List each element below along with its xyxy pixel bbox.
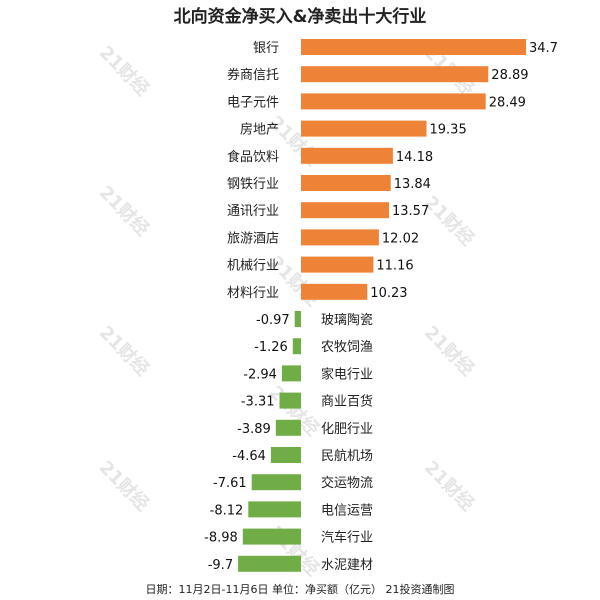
value-label: -8.98 bbox=[204, 531, 238, 546]
bar-19 bbox=[238, 555, 301, 572]
category-label: 民航机场 bbox=[321, 448, 373, 464]
category-label: 钢铁行业 bbox=[227, 177, 279, 192]
value-label: -0.97 bbox=[256, 313, 290, 328]
category-label: 电信运营 bbox=[321, 503, 373, 518]
value-label: -7.61 bbox=[213, 476, 247, 491]
category-label: 食品饮料 bbox=[227, 149, 279, 165]
watermark-text: 21财经 bbox=[95, 181, 154, 240]
category-label: 玻璃陶瓷 bbox=[321, 312, 373, 328]
bar-9 bbox=[301, 283, 368, 300]
value-label: 12.02 bbox=[382, 231, 419, 246]
bar-8 bbox=[301, 256, 374, 273]
bar-3 bbox=[301, 120, 427, 137]
category-label: 房地产 bbox=[240, 122, 279, 138]
value-label: 19.35 bbox=[430, 123, 467, 138]
bar-18 bbox=[242, 528, 301, 545]
category-label: 交运物流 bbox=[321, 475, 373, 491]
bar-2 bbox=[301, 93, 486, 110]
category-label: 券商信托 bbox=[227, 67, 279, 83]
watermark-text: 21财经 bbox=[420, 456, 479, 515]
bar-7 bbox=[301, 229, 379, 246]
value-label: -3.31 bbox=[241, 395, 275, 410]
value-label: 10.23 bbox=[370, 286, 407, 301]
category-label: 材料行业 bbox=[227, 286, 279, 301]
category-label: 旅游酒店 bbox=[227, 231, 279, 246]
value-label: -8.12 bbox=[210, 503, 244, 518]
value-label: 14.18 bbox=[396, 150, 433, 165]
chart-footer: 日期：11月2日-11月6日 单位：净买额（亿元） 21投资通制图 bbox=[146, 582, 455, 596]
bar-10 bbox=[294, 311, 301, 327]
bar-1 bbox=[301, 66, 489, 83]
bars-layer bbox=[238, 39, 526, 572]
labels-layer: 银行 34.7 券商信托 28.89 电子元件 28.49 房地产 19.35 食品饮料 14.1… bbox=[204, 41, 558, 573]
category-label: 银行 bbox=[253, 41, 279, 56]
value-label: 28.89 bbox=[491, 68, 528, 83]
value-label: 13.84 bbox=[394, 177, 431, 192]
bar-16 bbox=[251, 474, 301, 491]
bar-14 bbox=[275, 419, 301, 436]
value-label: 13.57 bbox=[392, 204, 429, 219]
category-label: 机械行业 bbox=[227, 259, 279, 274]
category-label: 汽车行业 bbox=[321, 530, 373, 546]
category-label: 农牧饲渔 bbox=[321, 340, 373, 355]
value-label: 28.49 bbox=[489, 95, 526, 110]
watermark-text: 21财经 bbox=[95, 41, 154, 100]
chart-title: 北向资金净买入&净卖出十大行业 bbox=[174, 6, 427, 27]
bar-0 bbox=[301, 39, 526, 55]
bar-6 bbox=[301, 202, 389, 219]
watermark-text: 21财经 bbox=[95, 456, 154, 515]
category-label: 水泥建材 bbox=[321, 558, 373, 573]
bar-13 bbox=[279, 392, 301, 409]
value-label: -4.64 bbox=[232, 449, 266, 464]
value-label: -9.7 bbox=[208, 558, 233, 573]
bar-11 bbox=[292, 338, 301, 355]
value-label: -1.26 bbox=[254, 340, 288, 355]
value-label: 11.16 bbox=[376, 259, 413, 274]
watermark-text: 21财经 bbox=[420, 191, 479, 250]
category-label: 商业百货 bbox=[321, 394, 373, 410]
category-label: 家电行业 bbox=[321, 366, 373, 382]
bar-5 bbox=[301, 175, 391, 191]
category-label: 电子元件 bbox=[227, 95, 279, 110]
watermark-text: 21财经 bbox=[95, 321, 154, 380]
value-label: 34.7 bbox=[529, 41, 558, 56]
bar-15 bbox=[270, 447, 301, 463]
value-label: -3.89 bbox=[237, 422, 271, 437]
bar-12 bbox=[281, 365, 301, 382]
watermark-text: 21财经 bbox=[420, 321, 479, 380]
value-label: -2.94 bbox=[243, 367, 277, 382]
bar-17 bbox=[248, 501, 301, 518]
category-label: 化肥行业 bbox=[321, 422, 373, 437]
bar-4 bbox=[301, 147, 393, 164]
category-label: 通讯行业 bbox=[227, 204, 279, 219]
